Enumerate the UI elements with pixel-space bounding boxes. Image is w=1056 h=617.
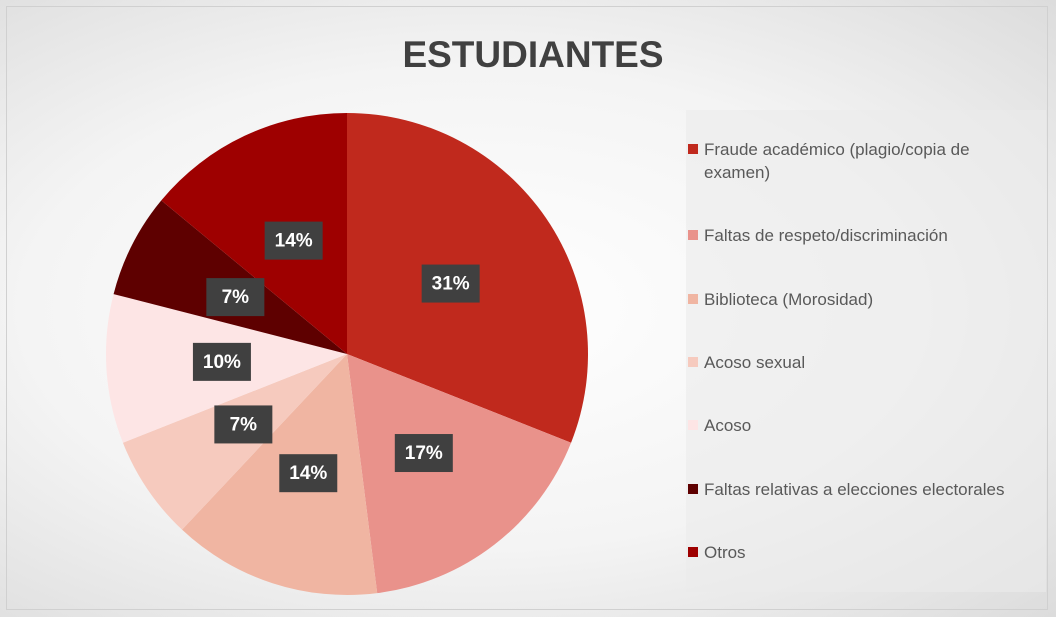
legend-swatch: [688, 144, 698, 155]
legend-swatch: [688, 546, 698, 557]
legend-swatch: [688, 420, 698, 431]
legend-label: Fraude académico (plagio/copia de examen…: [704, 140, 970, 183]
data-label-box: [206, 278, 265, 317]
legend-label: Biblioteca (Morosidad): [704, 289, 874, 309]
legend-item: Biblioteca (Morosidad): [686, 288, 1038, 311]
data-label-box: [279, 454, 338, 493]
legend-item: Faltas relativas a elecciones electorale…: [686, 478, 1038, 501]
legend-item: Otros: [686, 541, 1038, 564]
pie-slice: [113, 200, 347, 354]
legend-item: Acoso: [686, 414, 1038, 437]
pie-slice: [161, 113, 347, 354]
data-label: 7%: [222, 287, 250, 308]
data-label: 10%: [203, 352, 241, 373]
data-label: 31%: [432, 274, 470, 295]
legend-label: Otros: [704, 542, 746, 562]
data-label-box: [421, 264, 480, 303]
legend-swatch: [688, 356, 698, 367]
legend-item: Fraude académico (plagio/copia de examen…: [686, 138, 1038, 184]
data-label-box: [394, 434, 453, 473]
data-label: 7%: [230, 414, 258, 435]
legend-label: Faltas relativas a elecciones electorale…: [704, 479, 1005, 499]
legend-label: Acoso sexual: [704, 352, 806, 372]
data-label-box: [192, 342, 251, 381]
chart-title: ESTUDIANTES: [402, 34, 663, 75]
data-label: 14%: [289, 463, 327, 484]
chart-border: [6, 6, 1048, 610]
legend-swatch: [688, 483, 698, 494]
legend: Fraude académico (plagio/copia de examen…: [686, 110, 1046, 592]
legend-swatch: [688, 230, 698, 241]
legend-label: Acoso: [704, 416, 752, 436]
data-label-box: [214, 405, 273, 444]
pie-slice: [347, 354, 572, 594]
legend-label: Faltas de respeto/discriminación: [704, 226, 948, 246]
legend-swatch: [688, 293, 698, 304]
data-label-box: [264, 221, 323, 260]
legend-item: Faltas de respeto/discriminación: [686, 224, 1038, 247]
data-label: 14%: [275, 231, 313, 252]
data-label: 17%: [405, 443, 443, 464]
legend-item: Acoso sexual: [686, 351, 1038, 374]
